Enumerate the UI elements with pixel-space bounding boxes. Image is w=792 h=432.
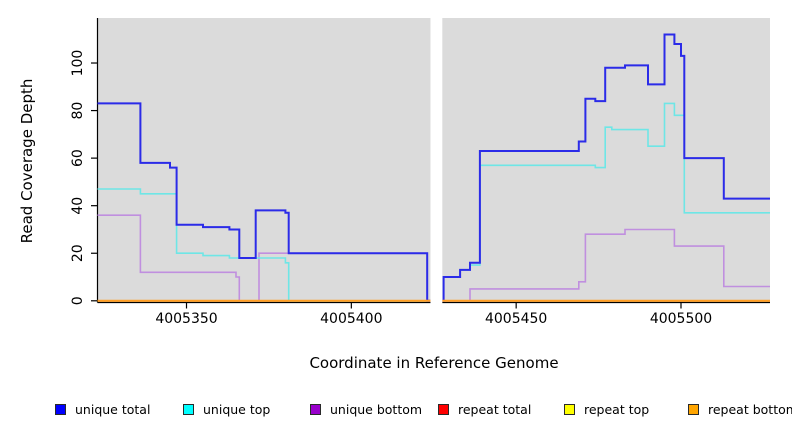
series-unique-total	[97, 33, 770, 302]
legend-item-repeat-total: repeat total	[438, 402, 531, 417]
y-tick-label: 60	[70, 149, 86, 167]
legend-label: unique total	[75, 402, 151, 417]
legend-swatch-repeat-bottom-icon	[688, 404, 699, 415]
x-tick-label: 4005500	[650, 311, 712, 327]
legend-item-unique-total: unique total	[55, 402, 150, 417]
no-data-gap-band	[430, 17, 443, 308]
legend-item-unique-top: unique top	[183, 402, 270, 417]
y-axis-title: Read Coverage Depth	[18, 78, 36, 244]
legend-swatch-unique-top-icon	[183, 404, 194, 415]
legend-item-unique-bottom: unique bottom	[310, 402, 422, 417]
series-unique-bottom	[97, 214, 770, 302]
legend-label: repeat bottom	[708, 402, 792, 417]
x-tick-label: 4005400	[320, 311, 382, 327]
legend-label: repeat top	[584, 402, 650, 417]
legend-label: unique bottom	[330, 402, 423, 417]
legend-item-repeat-top: repeat top	[564, 402, 649, 417]
x-tick-label: 4005350	[155, 311, 217, 327]
legend-swatch-repeat-total-icon	[438, 404, 449, 415]
legend-swatch-repeat-top-icon	[564, 404, 575, 415]
legend-item-repeat-bottom: repeat bottom	[688, 402, 792, 417]
y-tick-label: 80	[70, 102, 86, 120]
x-axis-title: Coordinate in Reference Genome	[309, 354, 559, 372]
y-tick-label: 40	[70, 197, 86, 215]
legend-swatch-unique-bottom-icon	[310, 404, 321, 415]
legend-label: unique top	[203, 402, 271, 417]
y-tick-label: 0	[70, 296, 86, 305]
y-tick-label: 100	[70, 50, 86, 77]
y-tick-label: 20	[70, 244, 86, 262]
legend-swatch-unique-total-icon	[55, 404, 66, 415]
legend-label: repeat total	[458, 402, 532, 417]
x-tick-label: 4005450	[485, 311, 547, 327]
